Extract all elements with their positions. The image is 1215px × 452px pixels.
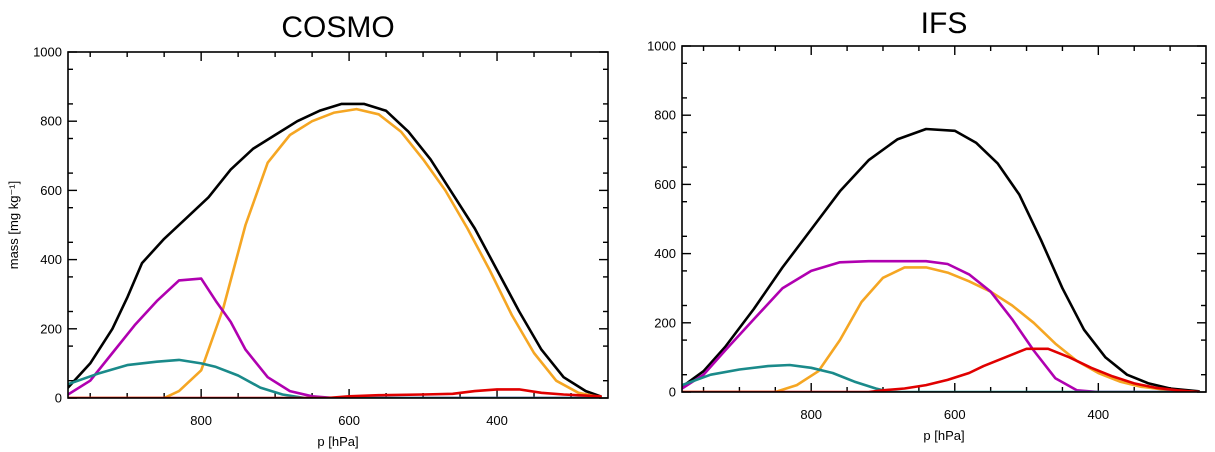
series-line-4	[68, 358, 602, 398]
plot-frame	[67, 51, 609, 399]
y-tick-label: 1000	[33, 45, 62, 60]
y-tick-label: 200	[40, 321, 62, 336]
y-tick-label: 400	[40, 252, 62, 267]
y-tick-label: 0	[669, 385, 676, 400]
chart-title: COSMO	[281, 11, 394, 44]
y-tick-label: 400	[654, 246, 676, 261]
y-tick-label: 800	[40, 114, 62, 129]
y-tick-label: 600	[40, 183, 62, 198]
series-line-5	[68, 388, 602, 398]
series-line-3	[682, 259, 1201, 392]
chart-title: IFS	[921, 7, 968, 40]
y-tick-label: 0	[55, 391, 62, 406]
series-line-2	[68, 107, 602, 398]
x-tick-label: 600	[338, 413, 360, 428]
x-tick-label: 600	[944, 407, 966, 422]
x-axis-label: p [hPa]	[317, 434, 358, 449]
chart-panel-1: COSMO 0 200 400 600 800 1000 800 600 400 p [hPa] ma…	[6, 11, 609, 449]
y-tick-label: 600	[654, 177, 676, 192]
series-line-2	[682, 266, 1201, 392]
series-line-3	[68, 277, 602, 398]
y-tick-label: 1000	[647, 39, 676, 54]
plot-frame	[681, 45, 1207, 393]
series-line-1	[682, 127, 1201, 392]
x-tick-label: 800	[800, 407, 822, 422]
series-line-1	[68, 102, 602, 398]
x-tick-label: 800	[190, 413, 212, 428]
chart-panel-2: IFS 0 200 400 600 800 1000 800 600 400 p [hPa]	[647, 7, 1207, 443]
y-axis-label: mass [mg kg⁻¹]	[6, 181, 21, 270]
x-tick-label: 400	[486, 413, 508, 428]
series-line-5	[682, 347, 1201, 392]
x-tick-label: 400	[1087, 407, 1109, 422]
y-tick-label: 200	[654, 315, 676, 330]
y-tick-label: 800	[654, 108, 676, 123]
x-axis-label: p [hPa]	[923, 428, 964, 443]
